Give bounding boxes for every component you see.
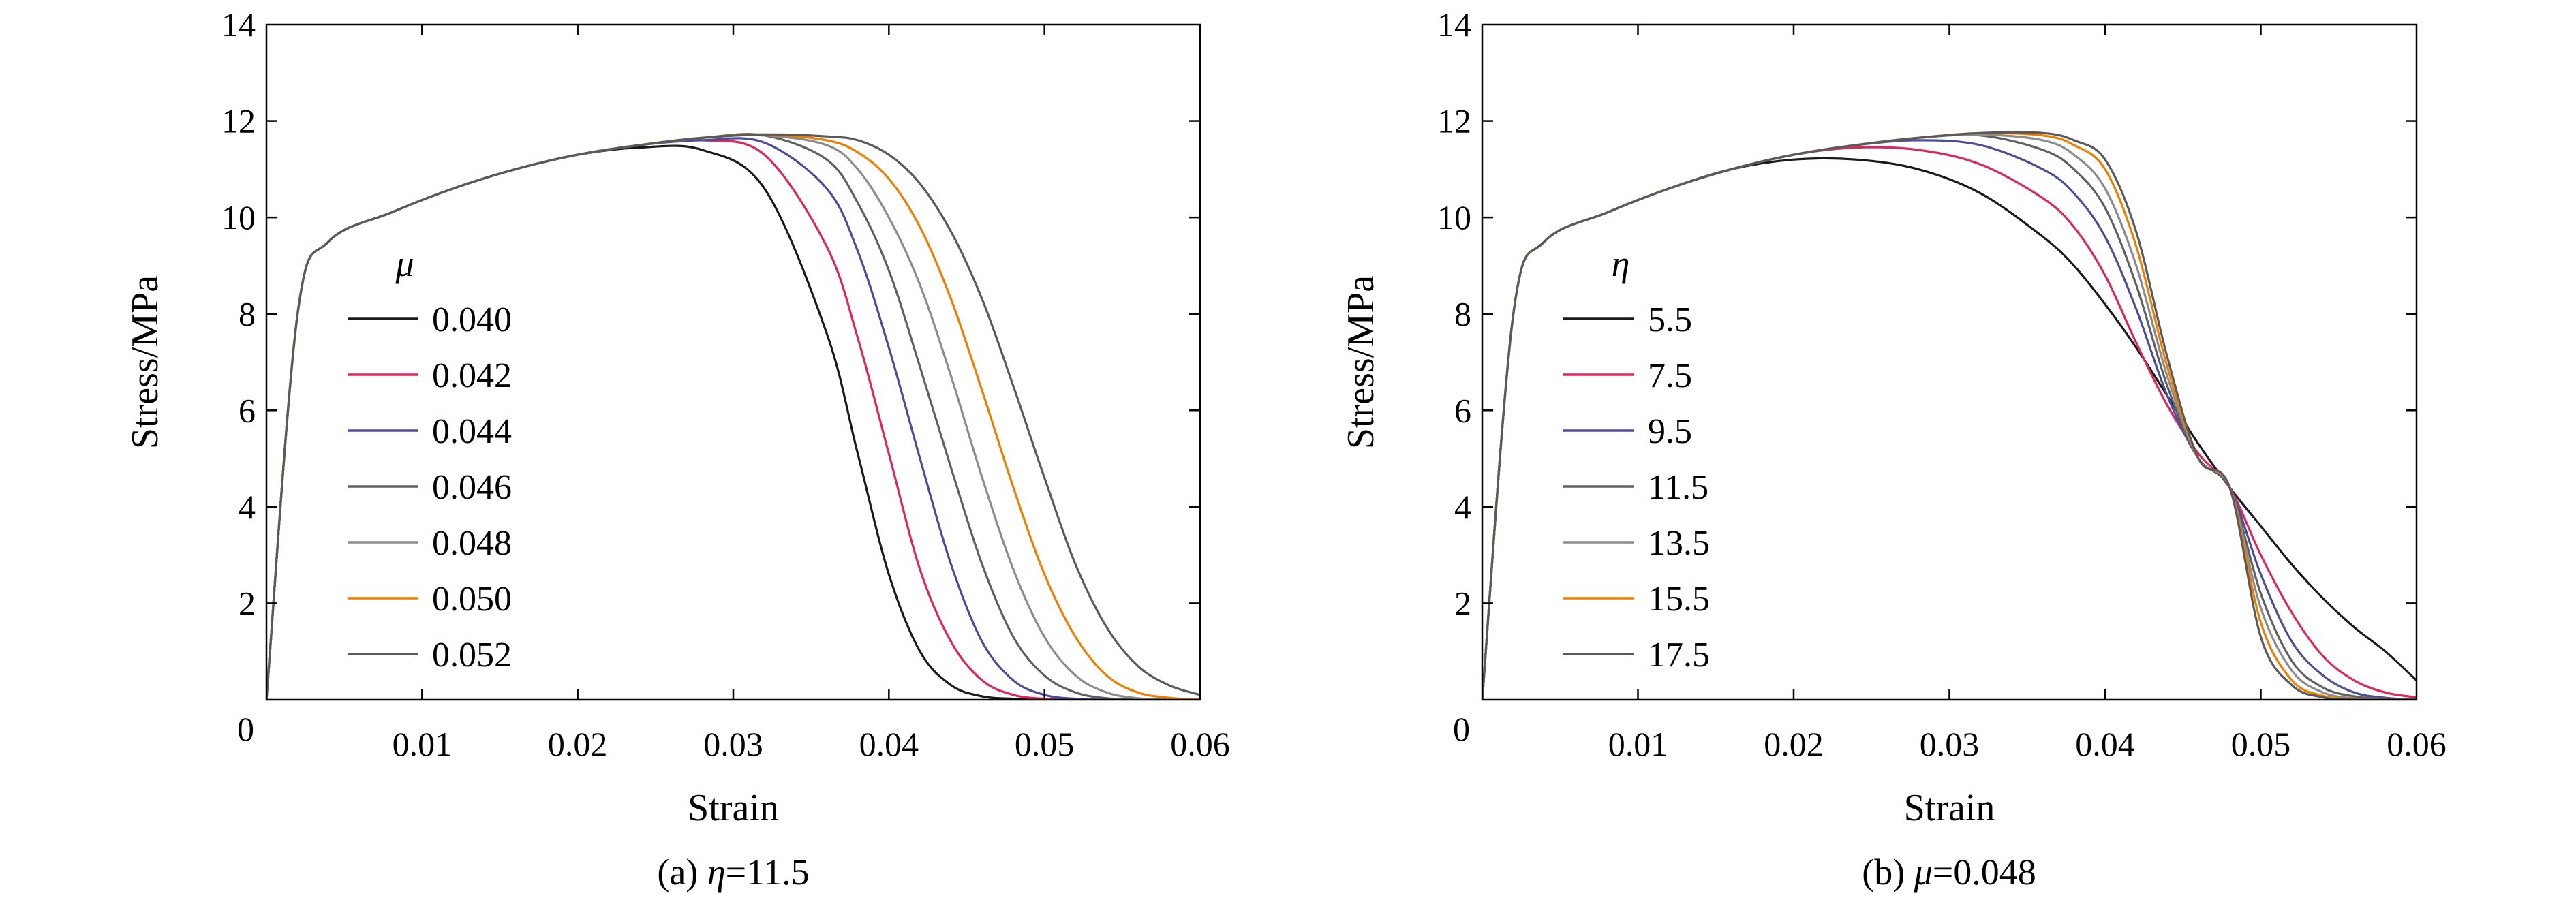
series-line-2: [1482, 139, 2417, 700]
x-tick-label: 0.01: [393, 725, 453, 763]
y-tick-label: 4: [239, 488, 256, 526]
legend-entry-3: 0.046: [432, 468, 512, 507]
y-tick-label: 12: [1437, 102, 1471, 140]
series-line-2: [266, 137, 1200, 700]
x-tick-label: 0.04: [2075, 725, 2135, 763]
panel-caption: (b) μ=0.048: [1862, 852, 2036, 893]
y-tick-label: 2: [239, 584, 256, 622]
y-tick-label: 12: [221, 102, 256, 140]
series-line-4: [266, 134, 1200, 700]
y-tick-label: 4: [1454, 488, 1471, 526]
x-tick-label: 0.02: [548, 725, 608, 763]
y-tick-label: 6: [239, 391, 256, 429]
series-line-6: [266, 133, 1200, 700]
y-tick-label: 14: [221, 5, 256, 44]
series-line-5: [1482, 131, 2417, 700]
series-line-3: [266, 133, 1200, 700]
x-tick-label: 0.05: [1015, 725, 1075, 763]
legend-entry-6: 17.5: [1648, 636, 1710, 674]
x-tick-label: 0.03: [1920, 725, 1980, 763]
series-line-4: [1482, 133, 2417, 700]
y-tick-label: 2: [1454, 584, 1471, 622]
legend-entry-1: 7.5: [1648, 356, 1692, 395]
legend-entry-4: 13.5: [1648, 524, 1710, 563]
legend-entry-5: 0.050: [432, 580, 512, 619]
y-tick-label: 10: [1437, 198, 1471, 236]
legend-entry-2: 0.044: [432, 412, 512, 451]
y-tick-label: 8: [239, 295, 256, 333]
panel-b: 0 0.01 0.02 0.03 0.04 0.05 0.06 2 4 6 8 10 12 14 Strai…: [1340, 5, 2447, 893]
x-tick-label: 0.06: [1170, 725, 1230, 763]
x-axis-label: Strain: [688, 787, 779, 829]
panel-a: 0 0.01 0.02 0.03 0.04 0.05 0.06 2 4 6 8 10 12 14 Strai…: [124, 5, 1230, 893]
x-tick-label: 0.01: [1608, 725, 1668, 763]
panel-caption: (a) η=11.5: [657, 852, 809, 893]
legend-entry-1: 0.042: [432, 356, 512, 395]
x-axis-label: Strain: [1904, 787, 1995, 829]
legend-entry-0: 5.5: [1648, 300, 1692, 339]
series-group: [1482, 131, 2417, 700]
y-tick-label: 8: [1454, 295, 1471, 333]
legend-entry-5: 15.5: [1648, 580, 1710, 619]
legend-entry-6: 0.052: [432, 636, 512, 674]
x-tick-label: 0.05: [2231, 725, 2291, 763]
x-tick-label: 0: [237, 710, 254, 748]
legend-title: η: [1612, 243, 1630, 284]
x-tick-label: 0.06: [2387, 725, 2447, 763]
y-tick-label: 6: [1454, 391, 1471, 429]
x-tick-label: 0: [1453, 710, 1470, 748]
series-line-0: [266, 144, 1200, 700]
legend-entry-4: 0.048: [432, 524, 512, 563]
x-tick-label: 0.04: [859, 725, 919, 763]
legend-entry-3: 11.5: [1648, 468, 1708, 507]
y-axis-label: Stress/MPa: [1340, 275, 1382, 449]
series-line-0: [1482, 157, 2417, 700]
series-line-1: [1482, 146, 2417, 700]
series-line-6: [1482, 131, 2417, 700]
series-line-5: [266, 133, 1200, 700]
legend-entry-0: 0.040: [432, 300, 512, 339]
series-line-1: [266, 138, 1200, 700]
legend-entry-2: 9.5: [1648, 412, 1692, 451]
y-axis-label: Stress/MPa: [124, 275, 166, 449]
y-tick-label: 14: [1437, 5, 1471, 44]
x-tick-label: 0.03: [703, 725, 763, 763]
series-line-3: [1482, 134, 2417, 700]
x-tick-label: 0.02: [1764, 725, 1824, 763]
y-tick-label: 10: [221, 198, 256, 236]
series-group: [266, 133, 1200, 700]
legend-title: μ: [395, 243, 414, 284]
